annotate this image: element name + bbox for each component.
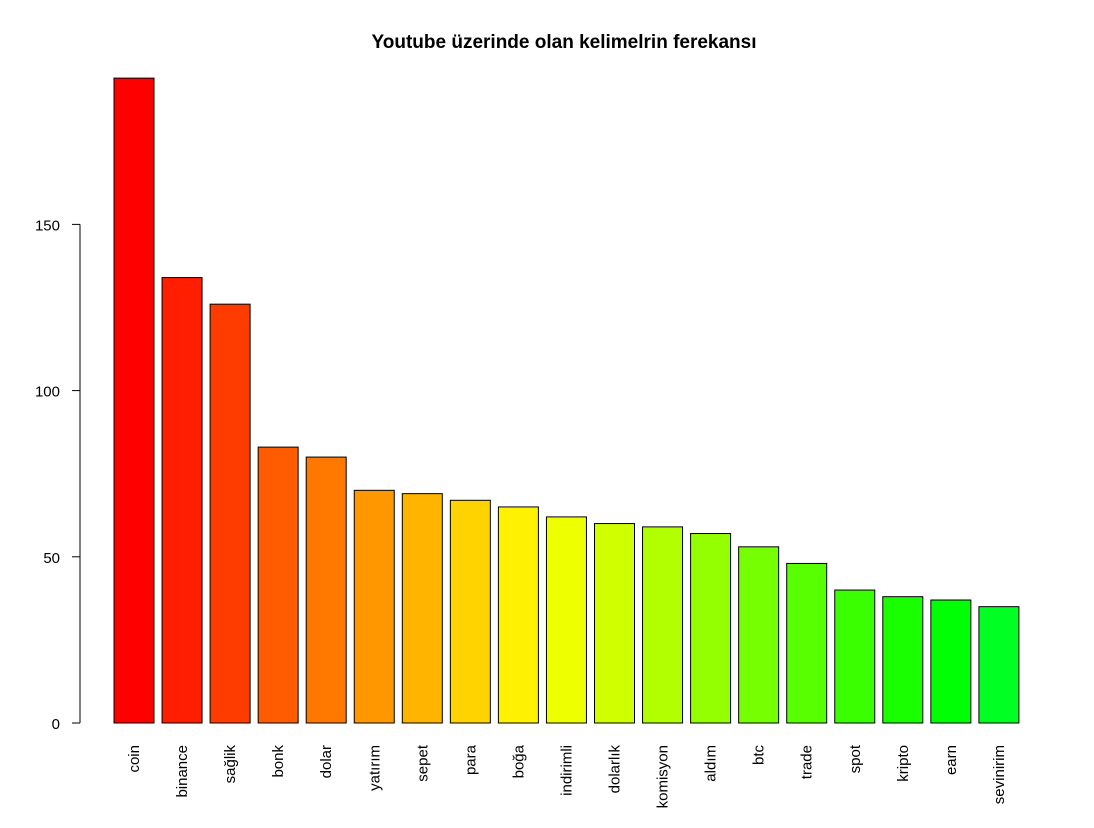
x-tick-label: komisyon: [655, 745, 672, 808]
bars-group: [113, 77, 1020, 724]
bar-trade: [786, 562, 828, 724]
x-tick-label: sevinirim: [991, 745, 1008, 804]
y-axis: 0 50 100 150: [35, 217, 81, 733]
bar-indirimli: [545, 516, 587, 724]
x-tick-label: btc: [751, 745, 768, 766]
x-tick-label: coin: [126, 745, 143, 773]
x-tick-label: aldım: [703, 745, 720, 782]
bar-spot: [834, 589, 876, 724]
x-tick-label: binance: [174, 745, 191, 798]
x-tick-label: sepet: [414, 744, 431, 782]
x-tick-label: spot: [847, 744, 864, 773]
x-tick-label: dolar: [318, 745, 335, 778]
x-tick-label: kripto: [895, 745, 912, 782]
bar-aldım: [690, 533, 732, 724]
bar-dolar: [305, 456, 347, 724]
bar-para: [449, 499, 491, 724]
bar-sevinirim: [978, 606, 1020, 724]
y-tick-label: 50: [43, 550, 60, 567]
bar-btc: [738, 546, 780, 724]
bar-earn: [930, 599, 972, 724]
x-tick-label: bonk: [270, 745, 287, 778]
y-tick-label: 0: [52, 716, 60, 733]
x-tick-label: para: [462, 744, 479, 775]
bar-komisyon: [642, 526, 684, 724]
x-tick-label: boğa: [510, 744, 527, 778]
category-labels: coin binance sağlik bonk dolar yatırım sepet pa…: [126, 744, 1008, 808]
x-tick-label: yatırım: [366, 745, 383, 791]
bar-boğa: [497, 506, 539, 724]
x-tick-label: dolarlık: [607, 745, 624, 794]
bar-binance: [161, 277, 203, 724]
bar-dolarlık: [594, 523, 635, 724]
y-tick-label: 100: [35, 384, 60, 401]
y-tick-label: 150: [35, 217, 60, 234]
bar-kripto: [882, 596, 924, 724]
chart-title: Youtube üzerinde olan kelimelrin ferekan…: [371, 32, 756, 53]
bar-coin: [113, 77, 155, 724]
bar-yatırım: [353, 489, 395, 724]
bar-sağlik: [209, 303, 251, 724]
bar-sepet: [401, 493, 443, 724]
x-tick-label: trade: [799, 745, 816, 779]
bar-bonk: [257, 446, 299, 724]
x-tick-label: indirimli: [558, 745, 575, 796]
x-tick-label: sağlik: [222, 745, 239, 784]
x-tick-label: earn: [943, 745, 960, 775]
